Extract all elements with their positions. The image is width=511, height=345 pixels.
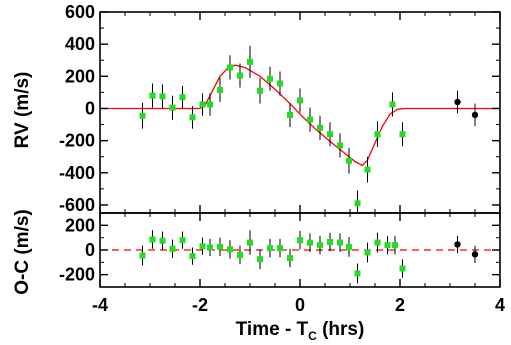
residuals-data-point xyxy=(169,245,176,252)
rv-data-point xyxy=(169,104,176,111)
rv-data-point xyxy=(364,166,371,173)
residuals-data-point xyxy=(159,237,166,244)
residuals-data-point xyxy=(307,239,313,246)
residuals-data-point xyxy=(364,249,371,256)
residuals-data-point xyxy=(374,239,381,246)
rv-data-point xyxy=(354,200,361,207)
rv-data-point xyxy=(327,131,333,138)
rv-data-point xyxy=(267,75,273,82)
x-axis-label-suffix: (hrs) xyxy=(317,319,365,340)
residuals-x-tick-label: 2 xyxy=(395,295,405,315)
residuals-data-point xyxy=(207,244,213,251)
residuals-x-tick-label: -4 xyxy=(92,295,108,315)
residuals-data-point xyxy=(237,251,243,258)
rv-data-point xyxy=(399,131,406,138)
rv-y-tick-label: 0 xyxy=(85,98,95,118)
residuals-data-point xyxy=(317,242,323,249)
rv-data-point xyxy=(389,101,396,108)
rv-panel: -600 -400 -200 0 200 400 600 xyxy=(59,2,501,215)
residuals-data-point xyxy=(227,246,233,253)
residuals-y-tick-label: 0 xyxy=(85,240,95,260)
rv-data-point xyxy=(207,101,213,108)
residuals-y-tick-label: 200 xyxy=(65,215,95,235)
rv-axes-layer: -600 -400 -200 0 200 400 600 xyxy=(59,2,501,215)
rv-data-point xyxy=(277,80,283,87)
residuals-data-point xyxy=(179,237,186,244)
residuals-data-point xyxy=(189,253,196,260)
residuals-data-point xyxy=(257,256,263,263)
rv-data-point xyxy=(237,72,243,79)
residuals-y-axis-label: O-C (m/s) xyxy=(12,209,33,295)
rv-data-point xyxy=(346,157,352,164)
rv-data-point xyxy=(149,92,156,99)
rv-data-point xyxy=(179,94,186,101)
residuals-data-point-black xyxy=(471,251,479,258)
residuals-data-point xyxy=(247,239,253,246)
rv-data-point xyxy=(247,58,253,65)
rv-data-point xyxy=(139,112,146,119)
rv-y-tick-label: -600 xyxy=(59,195,95,215)
rv-data-point xyxy=(317,124,323,131)
rv-y-axis-label: RV (m/s) xyxy=(12,72,33,149)
rv-data-point xyxy=(307,116,313,123)
residuals-x-tick-label: 4 xyxy=(495,295,505,315)
rv-y-tick-label: 600 xyxy=(65,2,95,22)
residuals-data-point xyxy=(139,252,146,259)
residuals-y-tick-label: -200 xyxy=(59,265,95,285)
rv-y-tick-label: -200 xyxy=(59,131,95,151)
residuals-panel: -200 0 200 -4 -2 0 2 4 xyxy=(59,212,505,315)
residuals-data-point xyxy=(287,255,293,262)
rv-y-tick-label: -400 xyxy=(59,163,95,183)
rv-model-curve xyxy=(100,64,500,167)
rv-data-point xyxy=(287,111,293,118)
residuals-data-point xyxy=(399,265,406,272)
residuals-data-point xyxy=(327,238,333,245)
rv-data-point xyxy=(374,131,381,138)
rv-data-point xyxy=(217,86,223,93)
rv-data-point xyxy=(227,64,233,71)
rv-data-layer xyxy=(139,45,479,213)
residuals-x-tick-label: -2 xyxy=(192,295,208,315)
rv-data-point xyxy=(199,101,206,108)
rv-y-tick-label: 400 xyxy=(65,34,95,54)
rv-data-point xyxy=(297,97,303,104)
residuals-x-tick-label: 0 xyxy=(295,295,305,315)
residuals-data-layer xyxy=(139,230,479,284)
x-axis-label: Time - TC (hrs) xyxy=(236,319,365,343)
residuals-data-point xyxy=(217,243,223,250)
rv-model-curve-layer xyxy=(100,64,500,167)
residuals-data-point xyxy=(277,245,283,252)
rv-data-point xyxy=(159,93,166,100)
residuals-data-point xyxy=(392,242,398,249)
residuals-data-point xyxy=(384,242,391,249)
rv-data-point xyxy=(337,142,343,149)
rv-data-point-black xyxy=(471,111,479,119)
residuals-data-point xyxy=(149,236,156,243)
residuals-data-point xyxy=(267,245,273,252)
residuals-data-point xyxy=(337,239,343,246)
residuals-data-point xyxy=(297,237,303,244)
residuals-data-point-black xyxy=(454,241,461,248)
residuals-data-point xyxy=(346,243,352,250)
rv-data-point-black xyxy=(454,98,461,106)
residuals-axes-layer: -200 0 200 -4 -2 0 2 4 xyxy=(59,212,505,315)
residuals-data-point xyxy=(354,270,361,277)
residuals-data-point xyxy=(199,243,206,250)
x-axis-label-subscript: C xyxy=(308,329,317,343)
rv-data-point xyxy=(189,114,196,121)
rv-data-point xyxy=(257,87,263,94)
x-axis-label-main: Time - T xyxy=(236,319,309,340)
rv-y-tick-label: 200 xyxy=(65,66,95,86)
